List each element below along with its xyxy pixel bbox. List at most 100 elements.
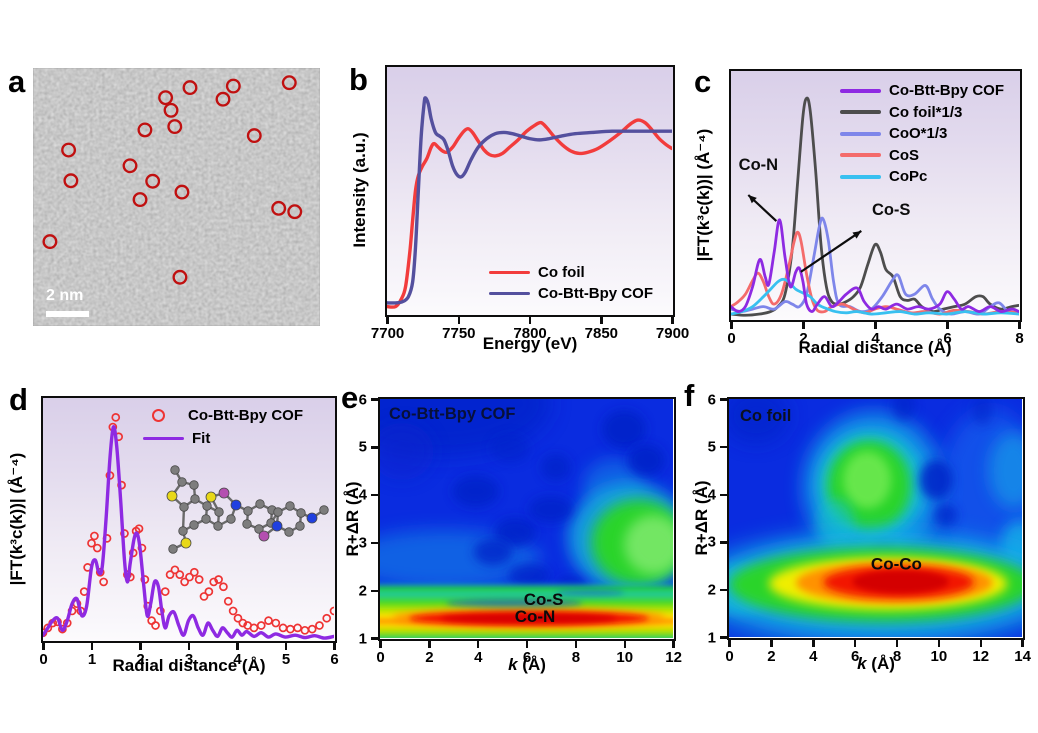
ftexafs-ylabel: |FT(k³c(k))| (Å⁻⁴) bbox=[694, 128, 713, 262]
scatter-point bbox=[180, 577, 189, 587]
k-symbol: k bbox=[857, 654, 867, 673]
scatter-point bbox=[256, 621, 266, 630]
x-tick bbox=[853, 640, 857, 647]
atom-Co bbox=[218, 487, 230, 499]
annotation-label: Co-N bbox=[739, 156, 778, 174]
contour-feature bbox=[452, 475, 499, 508]
y-tick-label: 2 bbox=[707, 581, 716, 599]
atom-marker bbox=[246, 128, 262, 144]
fit-curve bbox=[43, 425, 334, 640]
x-tick-label: 7850 bbox=[584, 325, 619, 342]
scatter-point bbox=[170, 565, 180, 575]
legend-label: CoPc bbox=[889, 168, 928, 186]
x-tick-label: 10 bbox=[930, 648, 948, 665]
x-tick-label: 0 bbox=[725, 648, 734, 665]
x-tick bbox=[812, 640, 815, 647]
scatter-point bbox=[99, 577, 108, 587]
annotation-label: Co-S bbox=[524, 590, 564, 609]
atom-marker bbox=[63, 173, 79, 189]
hot-core bbox=[852, 570, 949, 594]
y-tick bbox=[720, 541, 727, 544]
atom-marker bbox=[287, 204, 303, 220]
exafs-fit-plot: Co-Btt-Bpy COF Fit bbox=[41, 396, 337, 643]
annotation-label: Co-Co bbox=[871, 555, 922, 574]
contour-feature bbox=[602, 409, 647, 449]
atom-C bbox=[189, 480, 199, 490]
y-tick-label: 2 bbox=[358, 582, 367, 600]
legend-item: Co foil bbox=[489, 262, 653, 283]
wavelet-foil-plot: Co-Co Co foil bbox=[727, 397, 1025, 640]
ftexafs-legend: Co-Btt-Bpy COF Co foil*1/3 CoO*1/3 CoS CoPc bbox=[840, 80, 1004, 188]
panel-a-letter: a bbox=[8, 64, 26, 99]
scatter-point bbox=[185, 572, 194, 582]
atom-marker bbox=[137, 122, 153, 138]
atom-S bbox=[166, 490, 178, 502]
x-tick-label: 4 bbox=[474, 649, 483, 666]
legend-marker-line bbox=[489, 291, 530, 296]
atom-C bbox=[226, 514, 236, 524]
x-tick bbox=[623, 641, 626, 648]
legend-marker-circle bbox=[152, 409, 165, 422]
atom-N bbox=[230, 499, 242, 511]
scatter-point bbox=[165, 570, 175, 580]
annotation-label: Co-S bbox=[872, 201, 911, 219]
scatter-point bbox=[233, 613, 243, 623]
legend-label: Co-Btt-Bpy COF bbox=[889, 82, 1004, 100]
x-tick-label: 8 bbox=[1015, 330, 1024, 347]
y-tick bbox=[720, 636, 727, 639]
annotation-arrowhead bbox=[852, 230, 862, 239]
contour-feature bbox=[892, 399, 916, 421]
x-tick-label: 8 bbox=[892, 648, 902, 665]
wavelet-cof-plot: Co-S Co-N Co-Btt-Bpy COF bbox=[378, 397, 676, 641]
y-tick bbox=[371, 589, 378, 592]
x-tick bbox=[457, 317, 461, 324]
scatter-point bbox=[87, 538, 96, 548]
y-tick bbox=[371, 541, 378, 545]
atom-N bbox=[271, 520, 283, 532]
x-tick-label: 0 bbox=[376, 649, 385, 666]
x-tick-label: 8 bbox=[571, 649, 581, 666]
scatter-point bbox=[43, 623, 53, 633]
exafs-fit-legend: Co-Btt-Bpy COF Fit bbox=[143, 404, 303, 450]
wavelet-cof-xlabel: k (Å) bbox=[508, 655, 546, 675]
y-tick bbox=[720, 398, 727, 401]
legend-marker-line bbox=[840, 110, 881, 115]
hot-core bbox=[555, 589, 625, 596]
atom-marker bbox=[163, 102, 179, 118]
atom-marker bbox=[174, 184, 190, 200]
legend-item: CoO*1/3 bbox=[840, 123, 1004, 145]
x-tick bbox=[895, 640, 899, 647]
x-tick-label: 0 bbox=[39, 651, 48, 668]
scatter-point bbox=[194, 575, 204, 584]
x-tick bbox=[379, 641, 382, 648]
curve-copc bbox=[731, 277, 1019, 316]
x-tick-label: 7750 bbox=[442, 325, 476, 342]
panel-f-letter: f bbox=[684, 378, 695, 413]
atom-marker bbox=[61, 142, 77, 158]
atom-C bbox=[214, 507, 224, 517]
atom-marker bbox=[122, 158, 138, 174]
legend-item: Fit bbox=[143, 427, 303, 450]
y-tick-label: 4 bbox=[707, 486, 716, 504]
atom-C bbox=[190, 494, 200, 504]
x-tick bbox=[728, 640, 731, 647]
atom-C bbox=[168, 544, 178, 554]
x-tick-label: 2 bbox=[425, 649, 434, 666]
xanes-curves bbox=[387, 96, 672, 309]
legend-item: CoPc bbox=[840, 166, 1004, 188]
molecule-inset bbox=[166, 465, 329, 554]
x-tick-label: 5 bbox=[281, 651, 291, 668]
atom-Co bbox=[258, 530, 270, 542]
scatter-point bbox=[271, 618, 281, 628]
x-tick bbox=[42, 643, 45, 650]
x-tick bbox=[979, 640, 982, 647]
x-tick-label: 7700 bbox=[370, 325, 405, 342]
scatter-point bbox=[219, 582, 228, 592]
curve-co-btt-bpy-cof bbox=[387, 96, 672, 305]
scatter-point bbox=[329, 606, 334, 616]
y-tick-label: 3 bbox=[707, 533, 716, 551]
panel-d-letter: d bbox=[9, 382, 28, 417]
scatter-point bbox=[223, 596, 233, 606]
x-tick bbox=[574, 641, 578, 648]
annotation-label: Co-N bbox=[515, 607, 556, 626]
